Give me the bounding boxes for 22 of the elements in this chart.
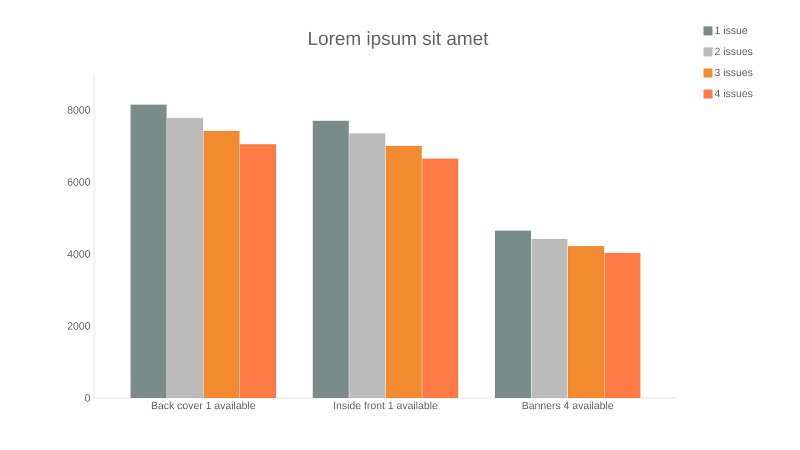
y-tick-label: 4000: [67, 250, 90, 258]
bar: [568, 246, 604, 398]
y-tick-label: 0: [85, 394, 90, 402]
bar: [422, 158, 458, 398]
y-tick-label: 6000: [68, 178, 90, 186]
bar: [240, 144, 276, 398]
legend-label: 1 issue: [715, 26, 748, 34]
legend-label: 2 issues: [715, 47, 752, 56]
bar: [312, 120, 349, 398]
legend-label: 4 issues: [714, 90, 752, 98]
x-tick-label: Banners 4 available: [522, 402, 614, 410]
bar: [604, 252, 640, 398]
y-tick-label: 2000: [68, 322, 90, 330]
bar: [130, 104, 167, 398]
x-tick-label: Back cover 1 available: [152, 402, 256, 410]
y-tick-label: 8000: [68, 106, 90, 114]
bar: [204, 130, 240, 398]
x-tick-label: Inside front 1 available: [334, 402, 438, 410]
legend-label: 3 issues: [714, 68, 752, 76]
chart-title: Lorem ipsum sit amet: [309, 31, 488, 49]
bar: [494, 230, 531, 398]
bar: [386, 146, 422, 398]
